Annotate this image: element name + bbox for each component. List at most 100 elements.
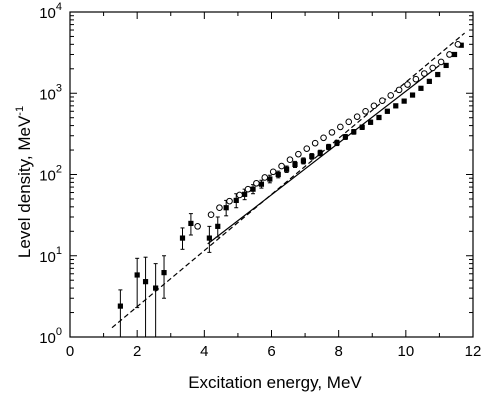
data-point-square [409,92,416,98]
data-point-circle [320,134,327,142]
y-tick-label: 100 [39,326,62,347]
data-point-square [325,144,332,150]
data-point-circle [429,64,437,72]
data-point-circle [286,156,294,164]
data-point-circle [421,70,428,77]
data-point-square [317,150,323,156]
y-axis-title-exp: -1 [14,106,26,116]
data-point-square [267,176,273,182]
dashed-fit-line [111,32,465,329]
data-point-circle [253,179,260,187]
y-tick-label: 103 [39,82,62,103]
data-point-square [117,303,123,309]
data-point-square [458,42,464,48]
data-point-circle [353,113,361,120]
data-point-circle [236,191,243,199]
data-point-square [393,103,399,109]
data-point-circle [437,58,445,66]
x-tick-label: 0 [66,343,74,360]
data-point-square [359,124,365,130]
data-point-circle [269,168,277,176]
data-point-circle [311,139,319,147]
data-point-square [435,71,441,78]
data-point-square [188,220,194,227]
data-points [117,41,464,309]
x-tick-label: 2 [133,343,141,360]
data-point-circle [379,97,386,104]
data-point-circle [226,197,233,205]
y-tick-exponent: 3 [56,82,62,94]
data-point-circle [216,204,223,212]
data-point-square [451,51,458,58]
data-point-square [275,171,281,178]
data-point-circle [261,174,269,181]
data-point-square [292,161,298,168]
x-tick-label: 6 [267,343,275,360]
data-point-square [153,285,159,291]
data-point-square [179,235,186,241]
x-tick-label: 4 [200,343,208,360]
data-point-circle [337,123,344,131]
data-point-square [367,119,374,125]
solid-fit-line [207,64,440,245]
data-point-square [142,279,149,285]
y-axis-title-main: Level density, MeV [15,115,34,258]
data-point-circle [446,51,453,58]
y-tick-exponent: 2 [56,164,62,176]
data-point-circle [404,81,411,88]
data-point-square [443,62,449,69]
error-bars [118,43,464,337]
data-point-circle [194,223,201,230]
data-point-circle [387,92,395,99]
data-point-circle [328,129,336,136]
x-axis-title: Excitation energy, MeV [188,373,362,392]
data-point-square [334,140,340,146]
y-tick-base: 10 [39,5,56,22]
y-tick-base: 10 [39,168,56,185]
data-point-square [376,114,382,121]
data-point-circle [244,185,252,193]
data-point-square [233,197,239,203]
data-point-circle [303,145,311,152]
data-point-square [215,223,221,229]
y-tick-exponent: 4 [56,1,62,13]
data-point-square [300,158,307,164]
data-point-circle [207,211,215,219]
data-point-square [250,186,256,192]
fit-lines [111,32,465,329]
x-tick-label: 8 [334,343,342,360]
data-point-square [134,272,140,278]
data-point-square [284,166,290,172]
data-point-square [258,181,265,187]
data-point-circle [345,118,353,126]
data-point-circle [370,102,378,110]
data-point-square [223,205,229,211]
data-point-circle [454,41,462,48]
y-tick-label: 104 [39,1,62,22]
data-point-circle [395,86,403,94]
data-point-circle [278,162,285,170]
y-tick-exponent: 0 [56,326,62,338]
data-point-square [206,235,212,241]
y-tick-label: 101 [39,245,62,266]
data-point-circle [412,75,420,83]
data-point-square [342,134,348,140]
data-point-circle [362,107,369,115]
data-point-square [161,270,167,276]
data-point-square [351,129,357,135]
data-point-square [242,191,248,197]
data-point-square [418,85,424,91]
x-tick-label: 12 [465,343,482,360]
data-point-square [309,153,315,160]
y-axis-title: Level density, MeV-1 [14,106,34,258]
data-point-square [426,78,432,84]
data-point-circle [295,150,302,158]
data-point-square [384,108,390,114]
x-tick-label: 10 [397,343,414,360]
y-tick-base: 10 [39,249,56,266]
y-tick-base: 10 [39,86,56,103]
y-tick-label: 102 [39,164,62,185]
data-point-square [401,98,407,104]
